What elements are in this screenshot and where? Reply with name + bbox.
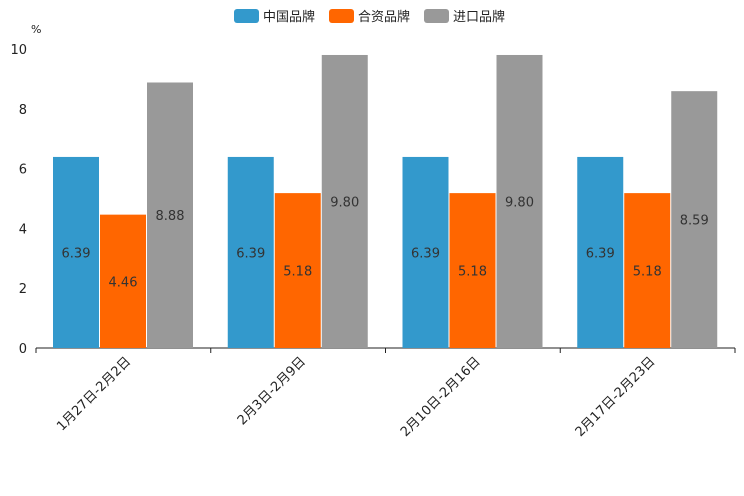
bar [624, 193, 671, 348]
data-label: 4.46 [109, 275, 138, 290]
bar [402, 156, 449, 348]
data-label: 9.80 [505, 195, 534, 210]
data-label: 6.39 [236, 246, 265, 261]
legend-label: 进口品牌 [453, 9, 505, 25]
bar [671, 91, 718, 348]
bar [496, 54, 543, 348]
x-tick-label: 1月27日-2月2日 [54, 354, 134, 434]
x-tick-label: 2月17日-2月23日 [573, 354, 659, 440]
legend-swatch [329, 9, 354, 23]
bar [449, 193, 496, 348]
bar [577, 156, 624, 348]
bar [274, 193, 321, 348]
data-label: 6.39 [586, 246, 615, 261]
data-label: 8.59 [680, 214, 709, 229]
legend-swatch [424, 9, 449, 23]
bar [100, 214, 146, 348]
y-tick-label: 10 [10, 43, 27, 58]
bar [147, 82, 193, 348]
legend-label: 中国品牌 [263, 9, 315, 25]
x-tick-label: 2月3日-2月9日 [235, 354, 309, 428]
bar [321, 54, 368, 348]
y-axis-unit-label: % [31, 23, 41, 36]
bar [53, 156, 99, 348]
y-tick-label: 8 [19, 103, 27, 118]
y-tick-label: 0 [19, 342, 27, 357]
legend-swatch [234, 9, 259, 23]
data-label: 5.18 [458, 265, 487, 280]
data-label: 5.18 [633, 265, 662, 280]
y-tick-label: 4 [19, 222, 27, 237]
bar [227, 156, 274, 348]
y-tick-label: 2 [19, 282, 27, 297]
legend-label: 合资品牌 [358, 9, 410, 25]
data-label: 8.88 [156, 209, 185, 224]
data-label: 6.39 [62, 246, 91, 261]
data-label: 9.80 [330, 195, 359, 210]
data-label: 6.39 [411, 246, 440, 261]
y-tick-label: 6 [19, 163, 27, 178]
x-tick-label: 2月10日-2月16日 [398, 354, 484, 440]
data-label: 5.18 [283, 265, 312, 280]
